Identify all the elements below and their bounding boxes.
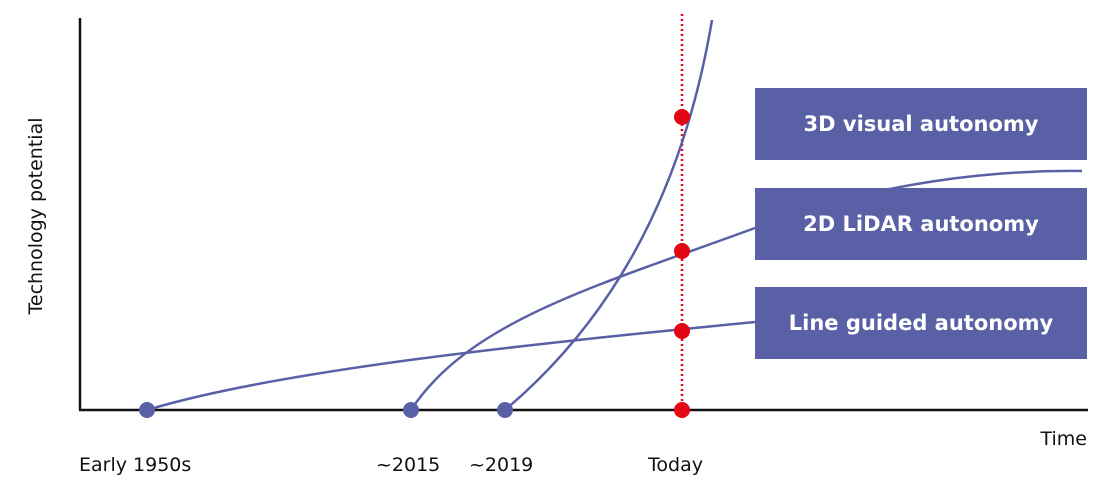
3d-visual-curve [504,19,714,411]
2d-lidar-autonomy-label: 2D LiDAR autonomy [755,188,1087,260]
tick-label-2015: ~2015 [376,454,441,476]
line-guided-curve [146,320,756,412]
tick-label-today: Today [648,454,703,476]
tick-label-2019: ~2019 [469,454,534,476]
start-point-2015 [403,402,419,418]
today-point-baseline [674,402,690,418]
start-point-2019 [497,402,513,418]
today-point-3d-visual [674,109,690,125]
today-point-2d-lidar [674,243,690,259]
today-point-line-guided [674,323,690,339]
start-point-early-1950s [139,402,155,418]
y-axis-label: Technology potential [25,117,47,315]
2d-lidar-curve [409,169,1083,411]
line-guided-autonomy-label: Line guided autonomy [755,287,1087,359]
3d-visual-autonomy-label: 3D visual autonomy [755,88,1087,160]
tick-label-early-1950s: Early 1950s [79,454,192,476]
x-axis-label: Time [1040,428,1088,450]
